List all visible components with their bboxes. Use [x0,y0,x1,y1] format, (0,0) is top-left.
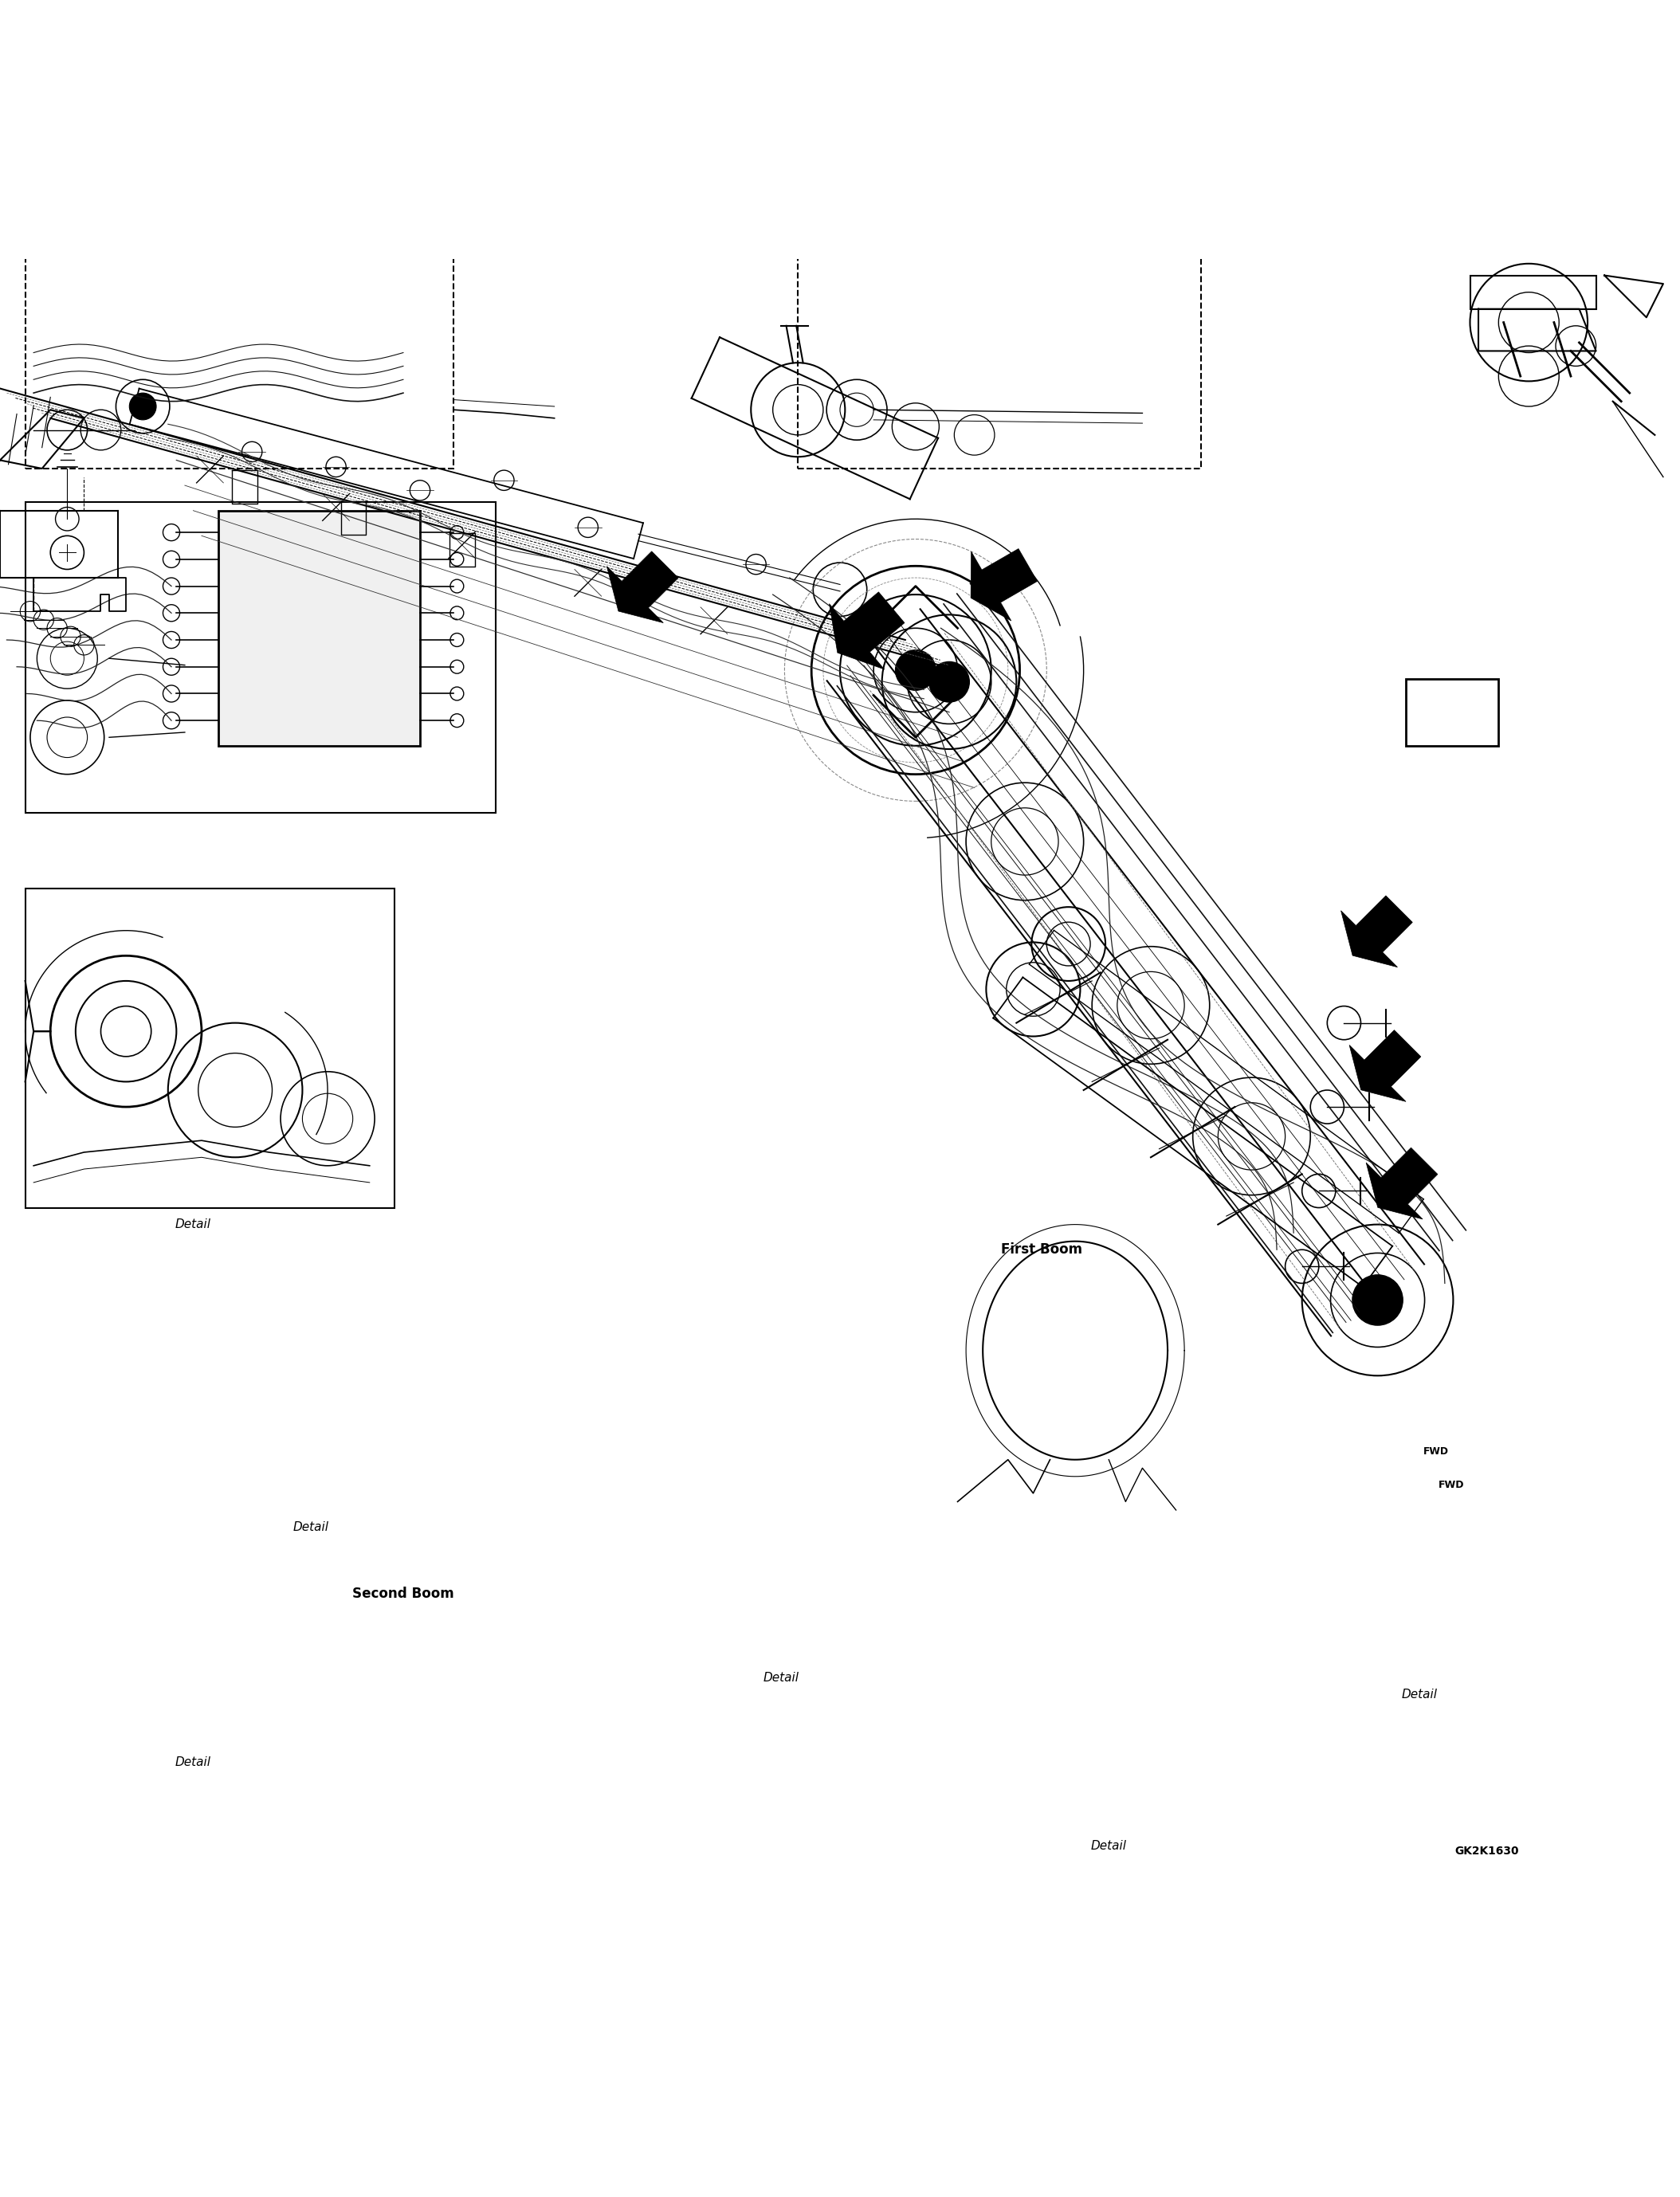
Bar [1406,679,1499,745]
Bar [218,510,420,745]
Text: GK2K1630: GK2K1630 [1455,1845,1519,1856]
Text: Detail: Detail [175,1219,212,1230]
Bar [25,503,496,813]
Circle shape [1352,1274,1403,1325]
Circle shape [129,393,156,420]
Polygon shape [606,551,679,622]
Text: Second Boom: Second Boom [353,1586,454,1602]
Polygon shape [1349,1030,1421,1101]
Text: Detail: Detail [292,1520,329,1534]
Text: FWD: FWD [1438,1481,1465,1490]
Circle shape [895,650,936,690]
Polygon shape [971,549,1037,622]
Text: Detail: Detail [1090,1841,1127,1852]
Text: Detail: Detail [175,1755,212,1769]
Text: Detail: Detail [763,1672,800,1685]
Polygon shape [1341,896,1413,967]
Bar [25,174,454,468]
Text: FWD: FWD [1423,1446,1450,1457]
Bar [25,888,395,1208]
Bar [798,167,1201,468]
Circle shape [929,661,969,703]
Polygon shape [1366,1147,1438,1219]
Text: Detail: Detail [1401,1689,1438,1700]
Text: First Boom: First Boom [1001,1244,1082,1257]
Polygon shape [830,591,904,670]
